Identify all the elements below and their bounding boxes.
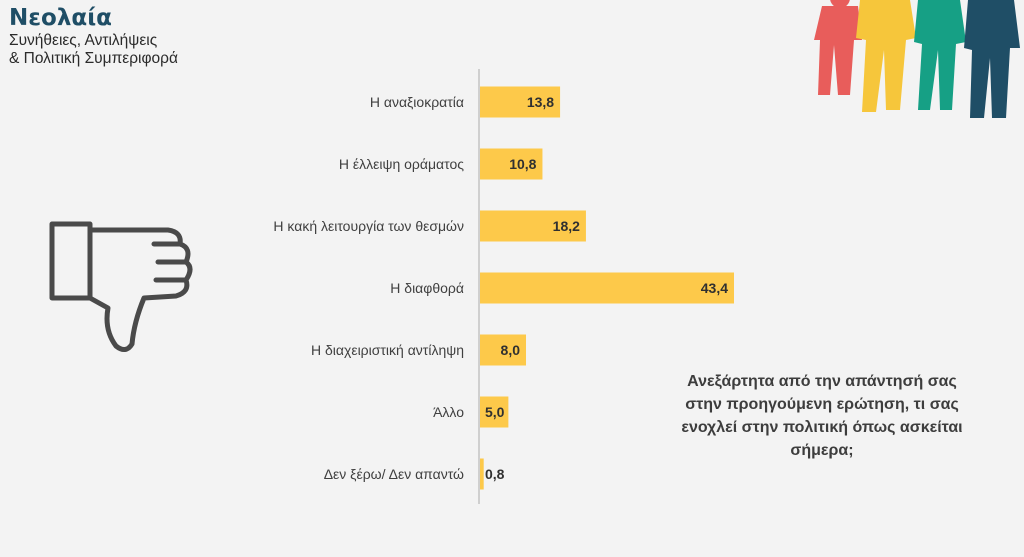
data-label: 18,2 (553, 218, 580, 234)
data-label: 0,8 (485, 466, 505, 482)
data-label: 8,0 (501, 342, 521, 358)
data-label: 10,8 (509, 156, 536, 172)
category-label: Η κακή λειτουργία των θεσμών (273, 218, 464, 234)
data-label: 43,4 (701, 280, 728, 296)
brand: Νεολαία Συνήθειες, Αντιλήψεις & Πολιτική… (9, 4, 178, 68)
survey-question: Ανεξάρτητα από την απάντησή σας στην προ… (681, 373, 963, 459)
bar (479, 458, 484, 490)
brand-subtitle-line2: & Πολιτική Συμπεριφορά (9, 50, 178, 67)
brand-subtitle-line1: Συνήθειες, Αντιλήψεις (9, 32, 158, 49)
bar (479, 272, 734, 304)
category-label: Η αναξιοκρατία (370, 94, 464, 110)
bar (479, 210, 586, 242)
bar (479, 396, 509, 428)
bar (479, 334, 527, 366)
category-label: Η διαχειριστική αντίληψη (311, 342, 464, 358)
brand-title: Νεολαία (9, 5, 112, 31)
data-label: 13,8 (527, 94, 554, 110)
bar (479, 86, 561, 118)
category-label: Η έλλειψη οράματος (339, 156, 464, 172)
category-label: Η διαφθορά (390, 280, 464, 296)
bar (479, 148, 543, 180)
category-label: Δεν ξέρω/ Δεν απαντώ (324, 466, 464, 482)
people-silhouettes-icon (814, 0, 1020, 118)
data-label: 5,0 (485, 404, 505, 420)
category-label: Άλλο (433, 404, 464, 420)
thumbs-down-icon (49, 221, 193, 352)
